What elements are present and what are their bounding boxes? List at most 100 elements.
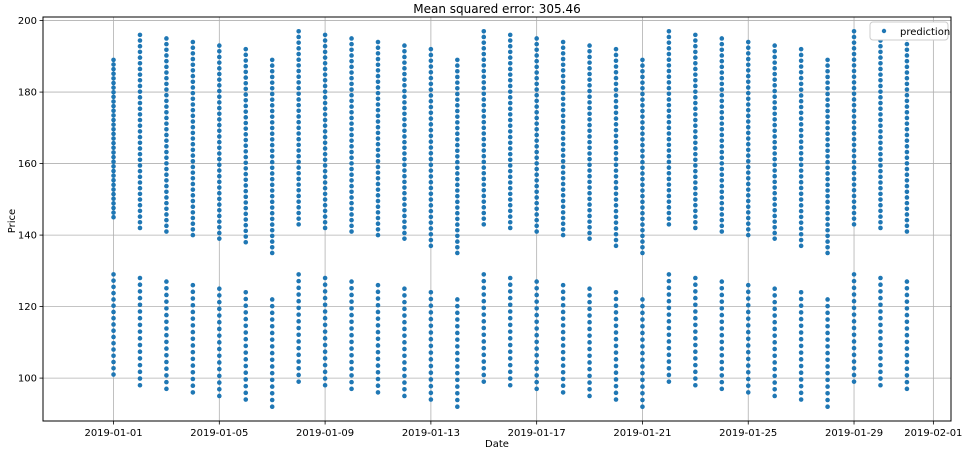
data-point (507, 191, 513, 197)
data-point (322, 282, 328, 287)
data-point (640, 323, 645, 329)
data-point (269, 384, 275, 389)
data-point (666, 85, 672, 91)
data-point (190, 141, 196, 147)
data-point (164, 109, 169, 115)
data-point (851, 170, 857, 176)
data-point (693, 117, 698, 123)
data-point (111, 322, 116, 327)
data-point (904, 319, 910, 325)
data-point (693, 49, 698, 55)
data-point (560, 147, 566, 153)
data-point (296, 131, 301, 136)
data-point (137, 38, 143, 43)
data-point (402, 66, 407, 71)
data-point (851, 159, 857, 165)
data-point (719, 319, 725, 325)
data-point (243, 183, 249, 188)
data-point (904, 75, 910, 81)
data-point (534, 386, 539, 392)
data-point (719, 58, 725, 64)
data-point (719, 155, 725, 160)
data-point (217, 225, 222, 230)
data-point (613, 162, 619, 168)
data-point (111, 214, 116, 220)
data-point (111, 117, 116, 123)
data-point (322, 225, 328, 231)
data-point (851, 91, 857, 97)
data-point (666, 165, 672, 170)
data-point (322, 214, 328, 219)
data-point (164, 212, 169, 217)
data-point (137, 376, 143, 381)
data-point (587, 83, 592, 88)
data-point (719, 339, 725, 345)
data-point (137, 117, 143, 123)
data-point (587, 373, 592, 379)
data-point (613, 336, 619, 342)
data-point (428, 122, 434, 127)
data-point (534, 58, 539, 64)
data-point (640, 390, 645, 396)
data-point (772, 83, 777, 88)
data-point (772, 173, 777, 179)
data-point (904, 386, 910, 392)
data-point (640, 350, 645, 356)
data-point (587, 77, 592, 82)
data-point (640, 108, 645, 114)
data-point (402, 299, 407, 305)
data-point (798, 220, 804, 225)
data-point (851, 46, 857, 51)
data-point (269, 404, 275, 409)
data-point (349, 212, 354, 217)
data-point (190, 79, 196, 85)
data-point (190, 343, 196, 348)
data-point (507, 100, 513, 106)
data-point (322, 302, 328, 308)
data-point (269, 159, 275, 165)
data-point (693, 140, 698, 146)
data-point (640, 297, 645, 302)
data-point (772, 145, 777, 151)
data-point (613, 145, 619, 150)
data-point (481, 131, 487, 136)
data-point (534, 109, 539, 115)
data-point (772, 299, 777, 305)
data-point (825, 114, 830, 119)
data-point (613, 383, 619, 389)
data-point (111, 145, 116, 151)
data-point (296, 176, 301, 182)
data-point (745, 316, 751, 321)
date-column-2019-01-10 (349, 36, 354, 392)
data-point (349, 115, 354, 121)
data-point (772, 88, 777, 94)
data-point (217, 151, 222, 156)
data-point (269, 142, 275, 148)
data-point (613, 370, 619, 376)
data-point (137, 322, 143, 328)
data-point (349, 285, 354, 291)
data-point (428, 383, 434, 389)
data-point (296, 325, 301, 331)
data-point (878, 157, 883, 163)
data-point (111, 103, 116, 109)
data-point (798, 296, 804, 302)
data-point (322, 180, 328, 185)
data-point (137, 309, 143, 314)
data-point (666, 176, 672, 182)
data-point (428, 133, 434, 139)
data-point (111, 108, 116, 114)
data-point (375, 302, 381, 308)
data-point (534, 319, 539, 325)
data-point (402, 236, 407, 241)
data-point (243, 200, 249, 205)
data-point (243, 336, 249, 342)
data-point (269, 188, 275, 193)
data-point (190, 45, 196, 51)
data-point (745, 85, 751, 90)
data-point (402, 77, 407, 82)
data-point (111, 284, 116, 290)
data-point (587, 179, 592, 185)
data-point (904, 172, 910, 178)
data-point (772, 134, 777, 139)
